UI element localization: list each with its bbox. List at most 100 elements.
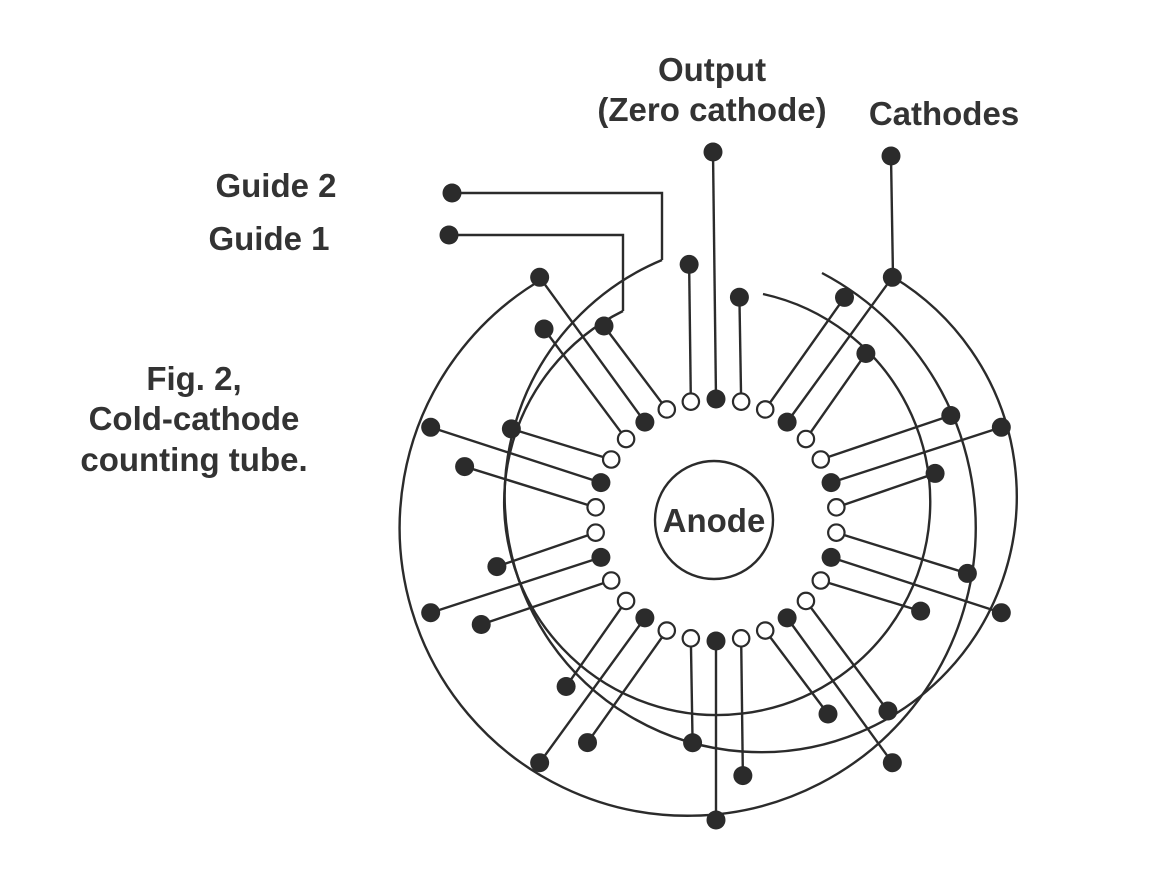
guide-1-label: Guide 1 bbox=[208, 220, 329, 257]
cathode-electrode-0 bbox=[706, 389, 726, 409]
spoke-2 bbox=[764, 296, 846, 411]
spoke-23 bbox=[464, 465, 597, 509]
cathode-electrode-4 bbox=[777, 608, 797, 628]
cathode-bus-arc bbox=[398, 271, 977, 817]
cathode-bus-junction-18 bbox=[530, 753, 550, 773]
cathode-electrode-9 bbox=[635, 412, 655, 432]
guide-electrode-28 bbox=[657, 400, 677, 419]
guide-electrode-16 bbox=[681, 629, 701, 648]
cathode-bus-junction-27 bbox=[530, 267, 550, 287]
spoke-25 bbox=[511, 427, 612, 461]
guide-bus-junction-25 bbox=[501, 419, 521, 439]
cathode-electrode-7 bbox=[591, 547, 611, 567]
spoke-7 bbox=[835, 472, 936, 509]
figure-caption-line-3: counting tube. bbox=[80, 441, 307, 478]
spoke-5 bbox=[820, 414, 952, 461]
cathode-bus-junction-12 bbox=[882, 753, 902, 773]
cathodes-label: Cathodes bbox=[869, 95, 1019, 132]
spoke-26 bbox=[543, 328, 628, 440]
output-lead bbox=[711, 151, 718, 400]
cathode-bus-junction-15 bbox=[706, 810, 726, 830]
guide-bus-junction-13 bbox=[818, 704, 838, 724]
guide-electrode-7 bbox=[827, 498, 846, 517]
guide-bus-junction-16 bbox=[683, 733, 703, 753]
guide-bus-junction-20 bbox=[471, 615, 491, 635]
cathodes-lead bbox=[889, 155, 895, 278]
guide-2-label: Guide 2 bbox=[215, 167, 336, 204]
guide-1-lead bbox=[449, 233, 625, 311]
guide-bus-junction-19 bbox=[556, 676, 576, 696]
spoke-6 bbox=[830, 426, 1002, 484]
spoke-10 bbox=[820, 579, 921, 613]
guide-electrode-23 bbox=[586, 498, 605, 517]
guide-bus-junction-4 bbox=[856, 344, 876, 364]
spoke-29 bbox=[687, 264, 693, 402]
guide-electrode-13 bbox=[755, 621, 775, 640]
guide-electrode-26 bbox=[616, 429, 636, 449]
spoke-12 bbox=[786, 617, 894, 764]
spoke-4 bbox=[804, 352, 867, 440]
guide-electrode-25 bbox=[601, 450, 621, 469]
cathode-electrode-1 bbox=[777, 412, 797, 432]
spoke-3 bbox=[786, 276, 894, 423]
figure-caption-line-2: Cold-cathode bbox=[89, 400, 300, 437]
guide-electrode-17 bbox=[657, 621, 677, 640]
guide-electrode-29 bbox=[681, 392, 701, 411]
spoke-16 bbox=[689, 638, 694, 743]
cathode-bus-junction-9 bbox=[991, 603, 1011, 623]
guide-bus-junction-23 bbox=[455, 457, 475, 477]
guide-electrode-2 bbox=[755, 400, 775, 419]
output-terminal bbox=[703, 142, 723, 162]
guide-bus-junction-5 bbox=[941, 405, 961, 425]
spoke-24 bbox=[430, 426, 602, 484]
spoke-21 bbox=[430, 556, 602, 614]
spoke-19 bbox=[565, 600, 628, 688]
spoke-27 bbox=[538, 276, 646, 423]
guide-electrode-20 bbox=[601, 571, 621, 590]
anode-circle bbox=[653, 459, 775, 581]
cathode-electrode-3 bbox=[821, 547, 841, 567]
cathode-electrode-8 bbox=[591, 473, 611, 493]
bus-junctions bbox=[421, 254, 1011, 830]
guide-electrode-8 bbox=[827, 523, 846, 542]
guide-bus-junction-11 bbox=[878, 701, 898, 721]
spoke-1 bbox=[738, 297, 743, 402]
guide-electrode-5 bbox=[811, 450, 831, 469]
cathode-bus-junction-21 bbox=[421, 603, 441, 623]
cathode-bus-junction-6 bbox=[991, 417, 1011, 437]
guide-electrode-22 bbox=[586, 523, 605, 542]
guide-electrode-14 bbox=[731, 629, 751, 648]
spoke-20 bbox=[480, 579, 612, 626]
output-label: Output bbox=[658, 51, 766, 88]
guide-bus-junction-28 bbox=[594, 316, 614, 336]
zero-cathode-label: (Zero cathode) bbox=[597, 91, 826, 128]
guide-electrode-11 bbox=[796, 591, 816, 611]
guide-2-terminal bbox=[442, 183, 462, 203]
guide-1-terminal bbox=[439, 225, 459, 245]
spoke-18 bbox=[538, 617, 646, 764]
spoke-9 bbox=[830, 556, 1002, 614]
guide-bus-junction-10 bbox=[911, 601, 931, 621]
cathodes-terminal bbox=[881, 146, 901, 166]
spoke-11 bbox=[804, 600, 889, 712]
cathode-electrode-5 bbox=[706, 631, 726, 651]
guide-bus-junction-29 bbox=[679, 254, 699, 274]
figure-caption-line-1: Fig. 2, bbox=[146, 360, 241, 397]
cathode-electrode-2 bbox=[821, 473, 841, 493]
guide-bus-junction-1 bbox=[729, 287, 749, 307]
guide-electrode-19 bbox=[616, 591, 636, 611]
guide-electrode-4 bbox=[796, 429, 816, 449]
anode-label: Anode bbox=[663, 502, 766, 539]
spoke-28 bbox=[603, 325, 668, 411]
spoke-8 bbox=[835, 531, 968, 575]
spoke-13 bbox=[764, 629, 829, 715]
spoke-14 bbox=[739, 638, 745, 776]
guide-electrode-10 bbox=[811, 571, 831, 590]
guide-bus-junction-14 bbox=[733, 766, 753, 786]
electrode-spokes bbox=[430, 264, 1002, 820]
guide-bus-junction-26 bbox=[534, 319, 554, 339]
spoke-17 bbox=[586, 629, 668, 744]
guide-bus-junction-17 bbox=[578, 733, 597, 753]
guide-bus-junction-22 bbox=[487, 557, 507, 577]
